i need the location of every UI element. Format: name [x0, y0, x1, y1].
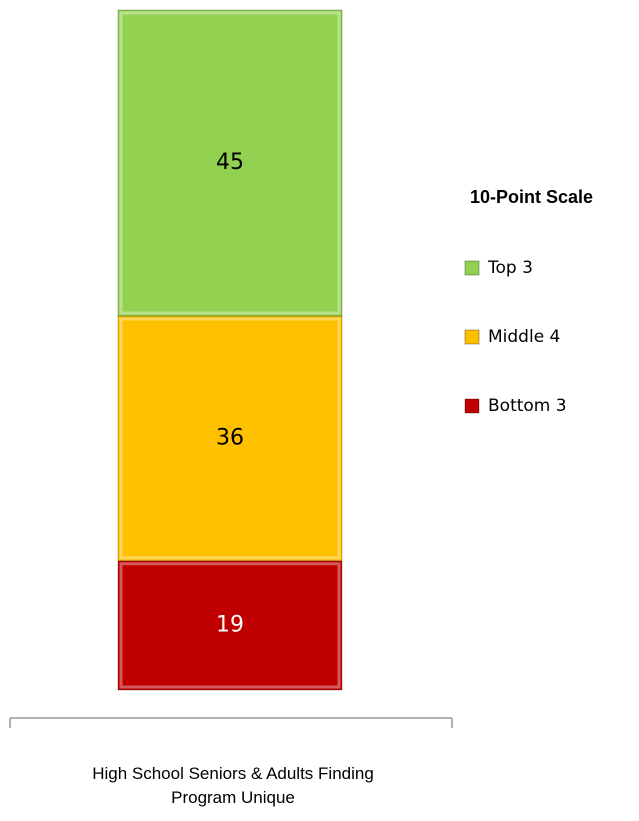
legend-swatch [464, 329, 480, 345]
legend-label: Bottom 3 [488, 396, 567, 416]
legend-swatch [464, 398, 480, 414]
bar-segment [117, 560, 343, 691]
legend-label: Middle 4 [488, 327, 560, 347]
data-label: 36 [216, 425, 244, 450]
bar-bevel [119, 317, 341, 560]
data-label: 45 [216, 150, 244, 175]
x-tick-label: High School Seniors & Adults Finding Pro… [92, 764, 374, 807]
bar-bevel [119, 562, 341, 689]
legend-swatch [464, 260, 480, 276]
bar-bevel [119, 11, 341, 315]
legend-title: 10-Point Scale [470, 187, 593, 207]
bar-segment [117, 9, 343, 317]
legend-label: Top 3 [487, 258, 533, 278]
data-label: 19 [216, 612, 244, 637]
